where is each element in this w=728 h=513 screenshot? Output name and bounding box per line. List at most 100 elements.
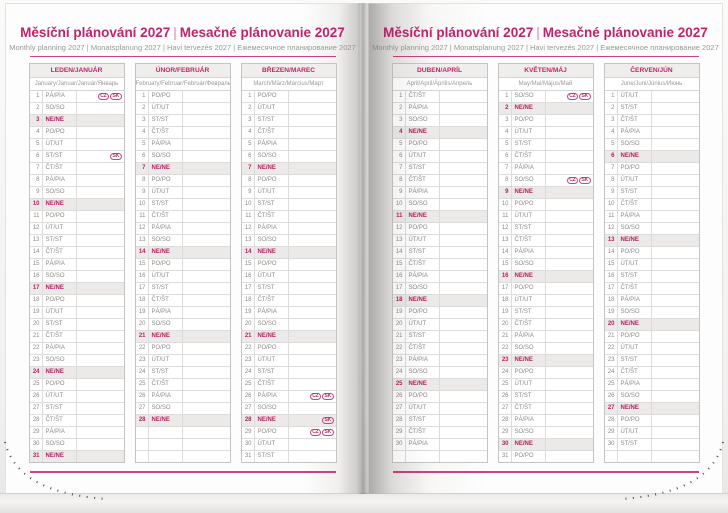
day-notes: CZ SK bbox=[546, 91, 593, 102]
day-number: 5 bbox=[605, 139, 618, 150]
day-number: 17 bbox=[242, 283, 255, 294]
day-label: ÚT/UT bbox=[512, 295, 546, 306]
day-number: 28 bbox=[393, 415, 406, 426]
day-number: 22 bbox=[605, 343, 618, 354]
day-number: 20 bbox=[30, 319, 43, 330]
day-notes bbox=[546, 439, 593, 450]
day-notes: SK bbox=[77, 151, 124, 162]
day-label: PÁ/PIA bbox=[512, 163, 546, 174]
day-row: 21 ČT/ŠT bbox=[29, 331, 124, 343]
day-row: 5 PÁ/PIA bbox=[135, 139, 230, 151]
day-label: PO/PO bbox=[149, 175, 183, 186]
day-row: 30 PÁ/PIA bbox=[392, 439, 487, 451]
day-number: 17 bbox=[136, 283, 149, 294]
day-label: PO/PO bbox=[512, 367, 546, 378]
day-number: 24 bbox=[30, 367, 43, 378]
day-notes bbox=[546, 139, 593, 150]
month-languages: May/Mai/Május/Май bbox=[498, 78, 593, 91]
day-row: 25 PÁ/PIA bbox=[604, 379, 699, 391]
day-notes bbox=[440, 451, 487, 462]
day-notes: SK bbox=[289, 415, 336, 426]
day-row: 25 PO/PO bbox=[29, 379, 124, 391]
day-label: ST/ST bbox=[618, 439, 652, 450]
day-notes bbox=[546, 295, 593, 306]
day-notes bbox=[652, 163, 699, 174]
day-label: ST/ST bbox=[255, 115, 289, 126]
month-card: DUBEN/APRÍL April/April/Április/Апрель 1 ČT… bbox=[391, 63, 488, 463]
day-number: 19 bbox=[605, 307, 618, 318]
day-number: 21 bbox=[136, 331, 149, 342]
day-number: 15 bbox=[605, 259, 618, 270]
day-notes bbox=[440, 247, 487, 258]
day-number: 9 bbox=[393, 187, 406, 198]
day-notes bbox=[546, 343, 593, 354]
day-label: SO/SO bbox=[618, 223, 652, 234]
day-notes bbox=[546, 427, 593, 438]
empty-row bbox=[392, 451, 487, 462]
day-row: 27 SO/SO bbox=[135, 403, 230, 415]
day-label: SO/SO bbox=[512, 175, 546, 186]
day-label: SO/SO bbox=[43, 271, 77, 282]
day-label: NE/NE bbox=[43, 199, 77, 210]
day-number: 15 bbox=[136, 259, 149, 270]
day-label: ÚT/UT bbox=[512, 211, 546, 222]
day-notes bbox=[546, 319, 593, 330]
day-row: 22 ÚT/UT bbox=[604, 343, 699, 355]
day-label: PO/PO bbox=[618, 163, 652, 174]
day-number: 20 bbox=[393, 319, 406, 330]
day-row: 30 ÚT/UT bbox=[241, 439, 336, 451]
day-number: 20 bbox=[605, 319, 618, 330]
day-row: 28 ST/ST bbox=[392, 415, 487, 427]
day-row: 13 NE/NE bbox=[604, 235, 699, 247]
day-label: PÁ/PIA bbox=[618, 379, 652, 390]
day-notes bbox=[289, 235, 336, 246]
day-row: 3 SO/SO bbox=[392, 115, 487, 127]
day-number: 10 bbox=[499, 199, 512, 210]
day-notes bbox=[440, 223, 487, 234]
day-row: 26 PÁ/PIA CZ SK bbox=[241, 391, 336, 403]
page-title-separator: | bbox=[173, 25, 177, 40]
day-row: 4 PO/PO bbox=[29, 127, 124, 139]
day-label: ÚT/UT bbox=[618, 259, 652, 270]
day-number: 18 bbox=[605, 295, 618, 306]
day-label: ST/ST bbox=[149, 115, 183, 126]
day-row: 27 SO/SO bbox=[241, 403, 336, 415]
day-label: PÁ/PIA bbox=[43, 175, 77, 186]
day-notes bbox=[183, 211, 230, 222]
day-notes bbox=[652, 379, 699, 390]
day-notes bbox=[77, 283, 124, 294]
day-label: SO/SO bbox=[512, 259, 546, 270]
day-label: PO/PO bbox=[43, 127, 77, 138]
day-notes bbox=[652, 439, 699, 450]
day-notes bbox=[440, 343, 487, 354]
day-label: ST/ST bbox=[512, 139, 546, 150]
month-card: LEDEN/JANUÁR January/Januar/Január/Январь… bbox=[28, 63, 125, 463]
day-row: 12 ST/ST bbox=[498, 223, 593, 235]
day-label: PO/PO bbox=[255, 259, 289, 270]
day-row: 3 NE/NE bbox=[29, 115, 124, 127]
day-number: 13 bbox=[242, 235, 255, 246]
day-number: 31 bbox=[499, 451, 512, 462]
day-row: 12 PÁ/PIA bbox=[135, 223, 230, 235]
day-row: 4 ČT/ŠT bbox=[135, 127, 230, 139]
day-label: PO/PO bbox=[406, 391, 440, 402]
month-languages: April/April/Április/Апрель bbox=[392, 78, 487, 91]
day-number bbox=[136, 451, 149, 462]
day-label: PO/PO bbox=[255, 343, 289, 354]
day-row: 18 PO/PO bbox=[29, 295, 124, 307]
day-notes: CZ SK bbox=[289, 427, 336, 438]
day-row: 19 PÁ/PIA bbox=[241, 307, 336, 319]
day-label: ČT/ŠT bbox=[255, 127, 289, 138]
day-label: ST/ST bbox=[255, 367, 289, 378]
day-row: 23 NE/NE bbox=[498, 355, 593, 367]
day-label: SO/SO bbox=[406, 367, 440, 378]
day-notes bbox=[183, 247, 230, 258]
day-number: 23 bbox=[605, 355, 618, 366]
day-number: 2 bbox=[30, 103, 43, 114]
day-label: PO/PO bbox=[255, 175, 289, 186]
day-number: 23 bbox=[499, 355, 512, 366]
day-label: PO/PO bbox=[618, 331, 652, 342]
day-label: PÁ/PIA bbox=[149, 223, 183, 234]
day-notes bbox=[77, 451, 124, 462]
